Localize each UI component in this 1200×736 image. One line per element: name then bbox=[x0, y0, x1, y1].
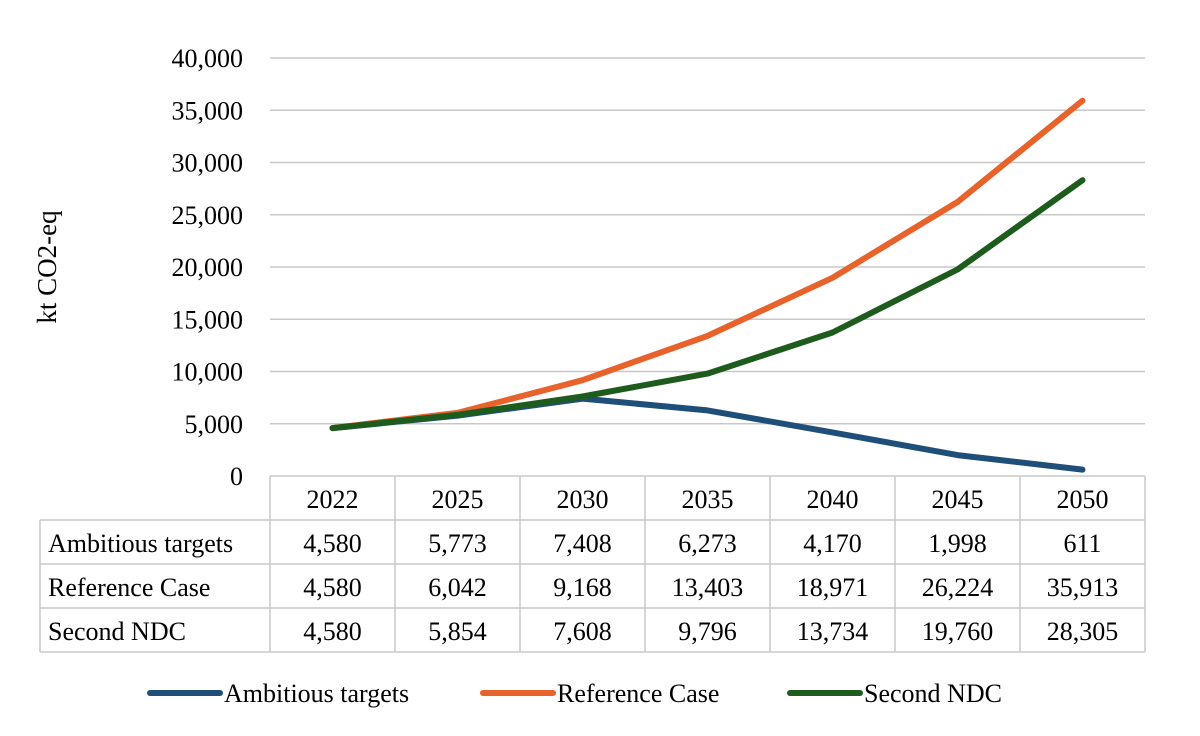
legend-label: Reference Case bbox=[557, 679, 719, 708]
table-value: 26,224 bbox=[922, 573, 994, 602]
table-value: 4,580 bbox=[303, 617, 362, 646]
legend-label: Ambitious targets bbox=[224, 679, 409, 708]
table-value: 6,273 bbox=[678, 529, 737, 558]
legend-label: Second NDC bbox=[864, 679, 1002, 708]
table-value: 5,773 bbox=[428, 529, 487, 558]
x-category-label: 2022 bbox=[307, 485, 359, 514]
y-tick-label: 35,000 bbox=[172, 96, 244, 125]
table-value: 7,608 bbox=[553, 617, 612, 646]
x-category-label: 2050 bbox=[1057, 485, 1109, 514]
y-tick-label: 30,000 bbox=[172, 149, 244, 178]
y-tick-label: 5,000 bbox=[185, 410, 244, 439]
table-series-name: Ambitious targets bbox=[48, 529, 233, 558]
x-category-label: 2035 bbox=[682, 485, 734, 514]
y-tick-label: 15,000 bbox=[172, 305, 244, 334]
y-axis-title: kt CO2-eq bbox=[32, 210, 62, 324]
x-category-label: 2030 bbox=[557, 485, 609, 514]
table-series-name: Second NDC bbox=[48, 617, 186, 646]
table-value: 611 bbox=[1063, 529, 1101, 558]
table-value: 4,580 bbox=[303, 529, 362, 558]
table-value: 18,971 bbox=[797, 573, 869, 602]
y-tick-label: 0 bbox=[230, 462, 243, 491]
table-value: 4,170 bbox=[803, 529, 862, 558]
x-category-label: 2025 bbox=[432, 485, 484, 514]
y-tick-label: 25,000 bbox=[172, 201, 244, 230]
table-value: 9,796 bbox=[678, 617, 737, 646]
table-series-name: Reference Case bbox=[48, 573, 210, 602]
table-value: 13,734 bbox=[797, 617, 869, 646]
table-value: 9,168 bbox=[553, 573, 612, 602]
x-category-label: 2045 bbox=[932, 485, 984, 514]
series-line bbox=[329, 177, 1086, 432]
table-value: 19,760 bbox=[922, 617, 994, 646]
series-line bbox=[329, 97, 1086, 432]
y-tick-label: 10,000 bbox=[172, 358, 244, 387]
series-line bbox=[329, 395, 1086, 473]
table-value: 35,913 bbox=[1047, 573, 1119, 602]
table-value: 5,854 bbox=[428, 617, 487, 646]
table-value: 28,305 bbox=[1047, 617, 1119, 646]
y-tick-label: 20,000 bbox=[172, 253, 244, 282]
table-value: 6,042 bbox=[428, 573, 487, 602]
table-value: 4,580 bbox=[303, 573, 362, 602]
x-category-label: 2040 bbox=[807, 485, 859, 514]
table-value: 1,998 bbox=[928, 529, 987, 558]
table-value: 13,403 bbox=[672, 573, 744, 602]
table-value: 7,408 bbox=[553, 529, 612, 558]
y-tick-label: 40,000 bbox=[172, 44, 244, 73]
